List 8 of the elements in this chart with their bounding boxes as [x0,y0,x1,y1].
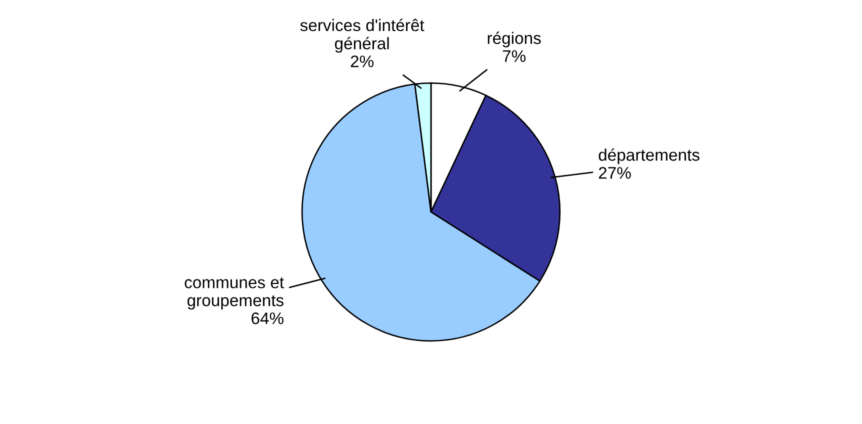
data-label: 2% [350,56,374,68]
data-label: 27% [598,166,631,179]
slice-label: services d'intérêt général [300,18,424,53]
slice-label: régions [488,32,541,48]
slice-label: départements [598,148,700,164]
data-label: 7% [502,50,526,62]
slice-label: communes et groupements [184,277,284,310]
data-label: 64% [252,312,284,324]
